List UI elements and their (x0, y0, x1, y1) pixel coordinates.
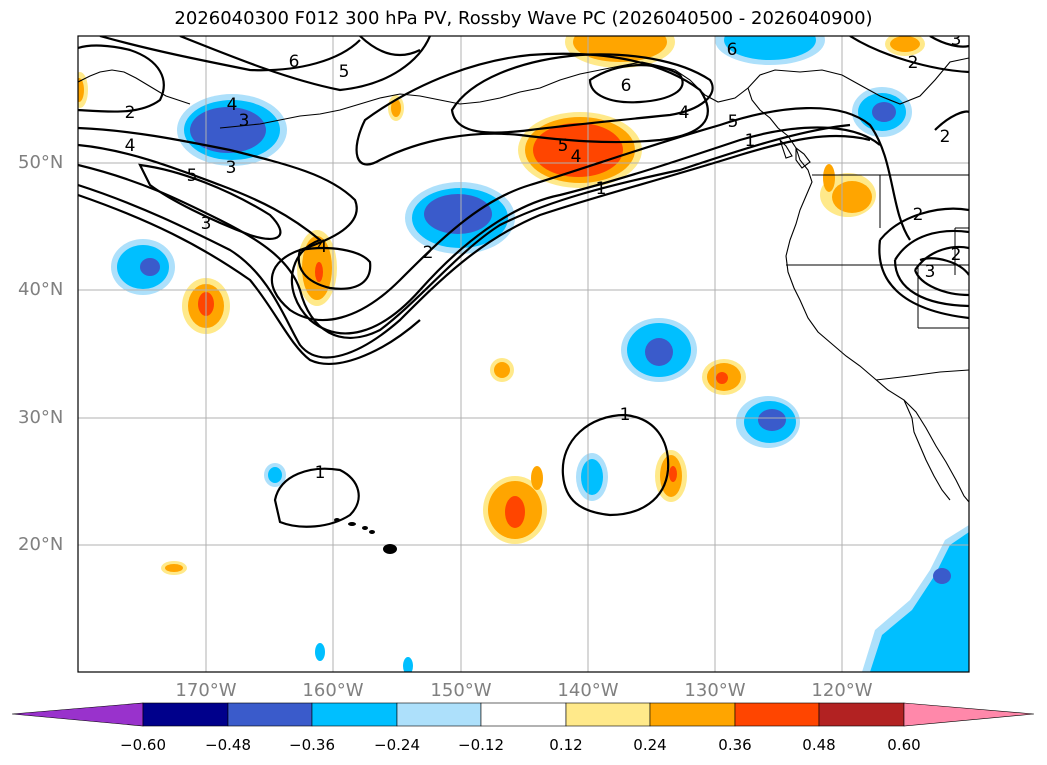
contour-label: 5 (187, 166, 198, 186)
contour-label: 6 (727, 40, 738, 60)
colorbar (11, 702, 1035, 727)
blob-neg-small-2 (576, 453, 608, 501)
contour-label: 6 (621, 76, 632, 96)
colorbar-segment (734, 702, 820, 727)
political-borders (786, 174, 969, 381)
colorbar-tick-label: 0.60 (887, 736, 921, 754)
blob-pos-122w (820, 164, 876, 217)
colorbar-tick-label: 0.48 (802, 736, 836, 754)
colorbar-segment (396, 702, 482, 727)
hawaiian-islands (334, 518, 397, 554)
colorbar-tick-label: 0.36 (718, 736, 752, 754)
blob-pos-132w (702, 359, 746, 395)
contour-label: 4 (571, 147, 582, 167)
pv-contours (78, 36, 969, 528)
colorbar-segment (649, 702, 736, 727)
contour-label: 5 (339, 62, 350, 82)
contour-label: 2 (951, 245, 962, 265)
contour-label: 2 (125, 103, 136, 123)
coastlines (78, 57, 969, 503)
blob-neg-135w (621, 318, 697, 382)
lon-label-120w: 120°W (811, 680, 873, 701)
blob-neg-tiny-2 (403, 657, 413, 672)
map-frame (77, 35, 970, 673)
contour-label: 2 (940, 127, 951, 147)
pv-anomaly-shading (78, 36, 969, 672)
blob-neg-small-1 (264, 463, 286, 487)
lat-label-50n: 50°N (18, 152, 64, 173)
colorbar-segment (903, 702, 1035, 727)
lat-label-30n: 30°N (18, 407, 64, 428)
lat-label-40n: 40°N (18, 279, 64, 300)
contour-label: 4 (227, 95, 238, 115)
contour-label: 2 (908, 53, 919, 73)
contour-label: 2 (913, 205, 924, 225)
contour-label: 4 (679, 103, 690, 123)
contour-label: 1 (315, 463, 326, 483)
contour-label: 3 (239, 111, 250, 131)
colorbar-tick-label: 0.12 (549, 736, 583, 754)
colorbar-segment (565, 702, 651, 727)
colorbar-segment (227, 702, 313, 727)
colorbar-segment (142, 702, 229, 727)
blob-pos-145w (483, 466, 547, 544)
lon-label-140w: 140°W (557, 680, 619, 701)
contour-labels: 6 6 5 4 4 3 2 4 3 5 3 4 2 1 1 1 5 4 1 6 … (125, 30, 962, 483)
contour-label: 1 (596, 179, 607, 199)
colorbar-tick-label: −0.36 (289, 736, 335, 754)
colorbar-tick-label: −0.60 (120, 736, 166, 754)
blob-neg-150w (405, 182, 515, 254)
lat-label-20n: 20°N (18, 534, 64, 555)
contour-label: 5 (728, 112, 739, 132)
blob-neg-tiny-1 (315, 643, 325, 661)
map-title: 2026040300 F012 300 hPa PV, Rossby Wave … (174, 8, 873, 29)
colorbar-tick-label: −0.24 (374, 736, 420, 754)
contour-label: 1 (620, 405, 631, 425)
lon-label-170w: 170°W (175, 680, 237, 701)
contour-label: 1 (745, 131, 756, 151)
lon-label-150w: 150°W (430, 680, 492, 701)
contour-label: 2 (423, 243, 434, 263)
contour-label: 6 (289, 52, 300, 72)
colorbar-tick-label: −0.48 (205, 736, 251, 754)
contour-label: 5 (558, 136, 569, 156)
colorbar-tick-label: 0.24 (633, 736, 667, 754)
blob-neg-125w (736, 396, 800, 448)
lon-label-130w: 130°W (684, 680, 746, 701)
blob-neg-175w (111, 239, 175, 295)
contour-label: 3 (925, 262, 936, 282)
blob-neg-se (862, 525, 969, 672)
colorbar-segment (480, 702, 567, 727)
lon-label-160w: 160°W (302, 680, 364, 701)
contour-label: 3 (226, 158, 237, 178)
colorbar-segment (11, 702, 144, 727)
colorbar-segment (311, 702, 398, 727)
contour-label: 4 (317, 237, 328, 257)
blob-neg-ne (852, 87, 912, 137)
colorbar-segment (818, 702, 905, 727)
colorbar-tick-label: −0.12 (458, 736, 504, 754)
contour-label: 4 (125, 136, 136, 156)
blob-neg-top (715, 36, 825, 65)
contour-label: 3 (201, 214, 212, 234)
contour-label: 3 (951, 30, 962, 50)
